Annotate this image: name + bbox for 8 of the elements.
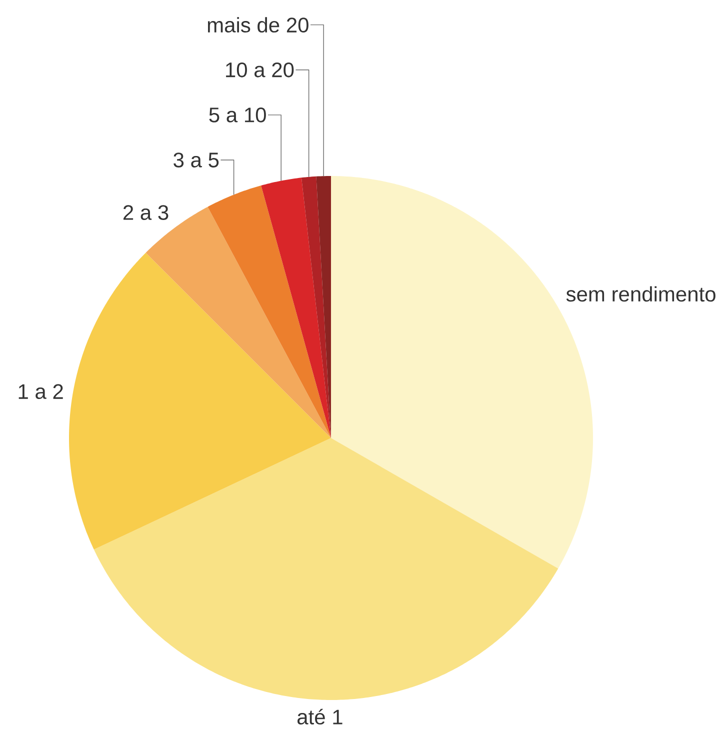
slice-label: 10 a 20 xyxy=(226,62,294,78)
slice-label: 1 a 2 xyxy=(18,384,63,400)
slice-label: mais de 20 xyxy=(208,17,308,33)
slice-label: sem rendimento xyxy=(566,286,716,302)
slice-label: 3 a 5 xyxy=(174,152,219,168)
slice-label: até 1 xyxy=(298,708,342,724)
slice-label: 5 a 10 xyxy=(209,108,266,122)
slice-label: 2 a 3 xyxy=(123,205,168,220)
